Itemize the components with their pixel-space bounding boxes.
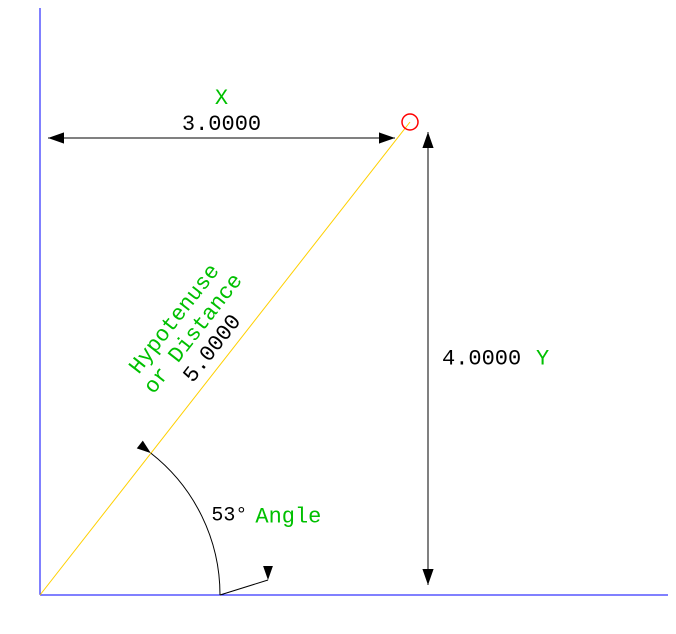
angle-value: 53° [211,504,247,527]
angle-label: Angle [255,504,321,529]
angle-arc [151,453,220,595]
y-dim-arrow-bottom [422,569,433,585]
angle-leader [220,580,268,595]
hypotenuse-label-group: Hypotenuseor Distance5.0000 [120,254,267,413]
x-label: X [215,86,228,111]
angle-arc-arrow-bottom [263,566,273,580]
x-dim-arrow-left [48,132,64,143]
angle-arc-arrow-top [137,441,151,453]
y-dimension-value: 4.0000 [442,347,521,372]
x-dimension-value: 3.0000 [182,112,261,137]
x-dim-arrow-right [379,132,395,143]
y-label: Y [536,347,549,372]
y-dim-arrow-top [422,132,433,148]
